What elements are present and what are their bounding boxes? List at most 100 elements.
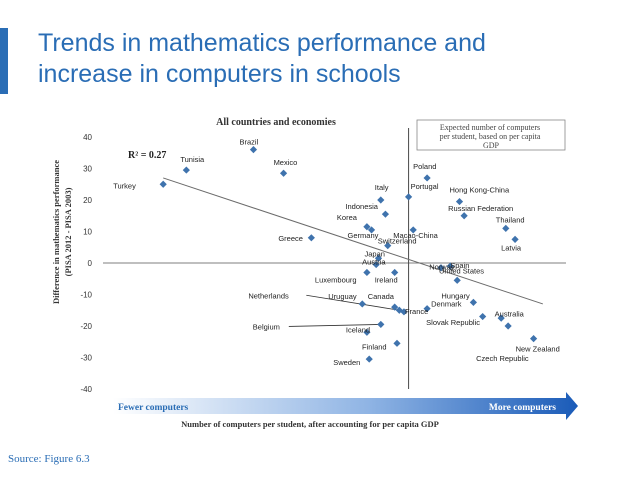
point-finland	[393, 339, 401, 347]
point-indonesia	[381, 210, 390, 218]
point-iceland	[363, 328, 371, 336]
point-sweden	[365, 355, 373, 363]
y-axis-label-line-1: Difference in mathematics performance	[51, 160, 61, 304]
x-axis-label: Number of computers per student, after a…	[181, 419, 439, 429]
label-iceland: Iceland	[346, 325, 370, 334]
y-tick-label: -30	[80, 354, 92, 363]
label-spain: Spain	[450, 261, 469, 270]
point-new-zealand	[529, 335, 538, 343]
label-luxembourg: Luxembourg	[315, 275, 357, 284]
label-mexico: Mexico	[274, 158, 298, 167]
data-labels: Brazil Tunisia Turkey Mexico Poland Italy Port…	[113, 138, 560, 367]
chart-title: All countries and economies	[216, 117, 336, 128]
label-thailand: Thailand	[496, 215, 525, 224]
point-luxembourg	[363, 268, 371, 277]
label-macao-china: Macao-China	[393, 231, 438, 240]
reference-callout-text: Expected number of computers per student…	[440, 123, 543, 150]
point-brazil	[249, 146, 258, 154]
label-germany: Germany	[348, 231, 379, 240]
label-portugal: Portugal	[411, 182, 439, 191]
label-canada: Canada	[368, 292, 395, 301]
point-mexico	[279, 169, 288, 177]
r-squared-label: R² = 0.27	[128, 150, 166, 161]
accent-bar	[0, 28, 8, 94]
slide-title-line-1: Trends in mathematics performance and	[38, 29, 486, 57]
arrow-left-label: Fewer computers	[118, 403, 189, 413]
point-russian-federation	[460, 212, 468, 220]
label-turkey: Turkey	[113, 181, 136, 190]
label-latvia: Latvia	[501, 243, 522, 252]
leader-line-belgium	[288, 324, 381, 327]
point-poland	[423, 174, 431, 182]
label-slovak-republic: Slovak Republic	[426, 318, 480, 327]
point-tunisia	[182, 166, 190, 174]
label-hong-kong-china: Hong Kong-China	[450, 186, 510, 195]
label-finland: Finland	[362, 342, 387, 351]
point-korea	[363, 223, 371, 231]
label-netherlands: Netherlands	[248, 291, 289, 300]
label-korea: Korea	[337, 213, 358, 222]
label-uruguay: Uruguay	[328, 292, 357, 301]
label-italy: Italy	[375, 183, 389, 192]
y-tick-label: 10	[83, 228, 92, 237]
point-greece	[307, 234, 315, 242]
label-australia: Australia	[495, 310, 525, 319]
y-tick-label: 40	[83, 133, 92, 142]
point-france	[400, 308, 408, 316]
slide-title: Trends in mathematics performance and in…	[38, 28, 618, 90]
label-ireland: Ireland	[375, 275, 398, 284]
y-tick-label: 0	[88, 259, 93, 268]
label-belgium: Belgium	[253, 322, 280, 331]
label-brazil: Brazil	[239, 138, 258, 147]
point-belgium	[377, 320, 385, 329]
data-points	[159, 146, 538, 363]
point-ireland	[391, 268, 399, 277]
label-czech-republic: Czech Republic	[476, 354, 529, 363]
point-hungary	[469, 298, 477, 306]
point-australia	[479, 312, 487, 321]
y-tick-label: -40	[80, 385, 92, 394]
leader-line-netherlands	[306, 294, 400, 311]
point-united-states	[437, 264, 445, 272]
point-hong-kong-china	[455, 197, 464, 206]
point-italy	[377, 196, 385, 204]
label-sweden: Sweden	[333, 358, 360, 367]
slide-title-line-2: increase in computers in schools	[38, 60, 401, 88]
label-japan: Japan	[364, 249, 384, 258]
label-united-states: United States	[439, 267, 484, 276]
label-austria: Austria	[362, 258, 386, 267]
reference-callout-box	[416, 119, 566, 151]
point-thailand	[502, 224, 510, 232]
label-switzerland: Switzerland	[378, 237, 417, 246]
label-poland: Poland	[413, 162, 436, 171]
point-slovak-republic	[497, 314, 505, 322]
point-canada	[391, 303, 399, 311]
label-russian-federation: Russian Federation	[448, 204, 513, 213]
label-indonesia: Indonesia	[345, 202, 378, 211]
leader-lines	[288, 294, 400, 327]
y-tick-label: -10	[80, 291, 92, 300]
reference-callout-line-3: GDP	[483, 141, 500, 150]
source-note: Source: Figure 6.3	[8, 453, 90, 465]
reference-callout-line-1: Expected number of computers	[440, 123, 540, 132]
y-tick-label: -20	[80, 322, 92, 331]
point-uruguay	[358, 300, 366, 308]
y-tick-label: 20	[83, 196, 92, 205]
point-switzerland	[384, 242, 392, 250]
label-norway: Norway	[429, 262, 455, 271]
point-turkey	[159, 180, 167, 188]
point-czech-republic	[504, 322, 512, 330]
computers-arrow	[113, 392, 578, 420]
label-denmark: Denmark	[431, 300, 462, 309]
trend-line	[163, 177, 544, 305]
label-france: France	[405, 307, 428, 316]
y-axis-ticks: 40 30 20 10 0 -10 -20 -30 -40	[80, 133, 92, 394]
y-axis-label-line-2: (PISA 2012 - PISA 2003)	[63, 187, 73, 276]
point-japan	[374, 254, 383, 262]
point-norway	[453, 276, 461, 284]
y-tick-label: 30	[83, 165, 92, 174]
arrow-right-label: More computers	[489, 403, 556, 413]
point-germany	[367, 226, 376, 234]
